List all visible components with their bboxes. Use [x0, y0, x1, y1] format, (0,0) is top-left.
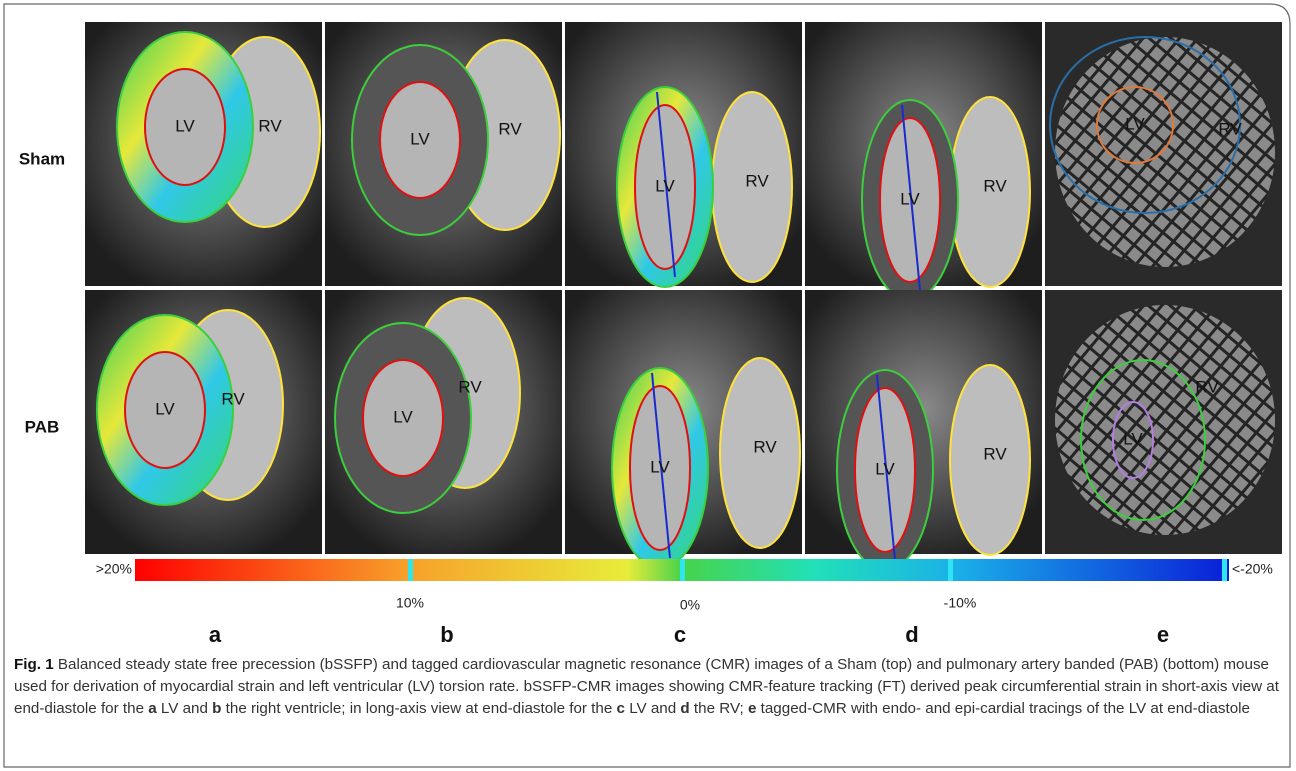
- lv-label: LV: [655, 176, 675, 195]
- lv-label: LV: [155, 399, 175, 418]
- lv-label: LV: [650, 457, 670, 476]
- colorbar-label: -10%: [944, 595, 977, 611]
- colorbar-tick: [1222, 559, 1227, 581]
- image-panel: LV RV: [565, 22, 802, 287]
- rv-label: RV: [753, 437, 777, 456]
- panel-letter: b: [440, 622, 453, 647]
- lv-label: LV: [393, 407, 413, 426]
- image-panel: LV RV: [85, 22, 322, 286]
- rv-label: RV: [1218, 119, 1242, 138]
- panel-letters: a b c d e: [209, 622, 1169, 647]
- panel-letter: e: [1157, 622, 1169, 647]
- rv-label: RV: [983, 176, 1007, 195]
- lv-label: LV: [1123, 429, 1143, 448]
- lv-label: LV: [875, 459, 895, 478]
- rv-label: RV: [498, 119, 522, 138]
- lv-label: LV: [900, 189, 920, 208]
- lv-label: LV: [410, 129, 430, 148]
- caption-letter: c: [617, 700, 625, 717]
- row-label: PAB: [25, 417, 60, 436]
- lv-label: LV: [1125, 114, 1145, 133]
- lv-label: LV: [175, 116, 195, 135]
- colorbar-tick: [680, 559, 685, 581]
- caption-letter: d: [680, 700, 689, 717]
- image-panel: LV RV: [85, 290, 322, 554]
- colorbar-tick: [408, 559, 413, 581]
- caption-letter: a: [148, 700, 156, 717]
- row-label: Sham: [19, 149, 65, 168]
- rv-label: RV: [1195, 377, 1219, 396]
- caption-text: LV and: [157, 700, 212, 717]
- rv-label: RV: [221, 389, 245, 408]
- caption-text: the right ventricle; in long-axis view a…: [221, 700, 616, 717]
- image-panel: LV RV: [1045, 290, 1282, 554]
- image-panel: LV RV: [325, 290, 562, 554]
- rv-label: RV: [983, 444, 1007, 463]
- rv-label: RV: [458, 377, 482, 396]
- colorbar-tick: [948, 559, 953, 581]
- colorbar-label: >20%: [96, 561, 132, 577]
- panel-letter: d: [905, 622, 918, 647]
- caption: Fig. 1 Balanced steady state free preces…: [14, 654, 1284, 720]
- page: {"rows": [ {"label": "Sham", "panels": […: [0, 0, 1296, 771]
- panel-letter: c: [674, 622, 686, 647]
- image-panel: LV RV: [1045, 22, 1282, 286]
- colorbar-label: 10%: [396, 595, 424, 611]
- colorbar-label: 0%: [680, 597, 700, 613]
- panel-letter: a: [209, 622, 222, 647]
- image-panel: LV RV: [565, 290, 802, 568]
- image-panel: LV RV: [325, 22, 562, 286]
- image-panel: LV RV: [805, 22, 1042, 300]
- rv-label: RV: [745, 171, 769, 190]
- caption-text: the RV;: [690, 700, 748, 717]
- tag-grid: [1055, 37, 1275, 267]
- colorbar-label: <-20%: [1232, 561, 1273, 577]
- caption-text: LV and: [625, 700, 680, 717]
- caption-text: tagged-CMR with endo- and epi-cardial tr…: [756, 700, 1250, 717]
- caption-label: Fig. 1: [14, 656, 54, 673]
- tag-grid: [1055, 305, 1275, 535]
- image-panel: LV RV: [805, 290, 1042, 570]
- rv-label: RV: [258, 116, 282, 135]
